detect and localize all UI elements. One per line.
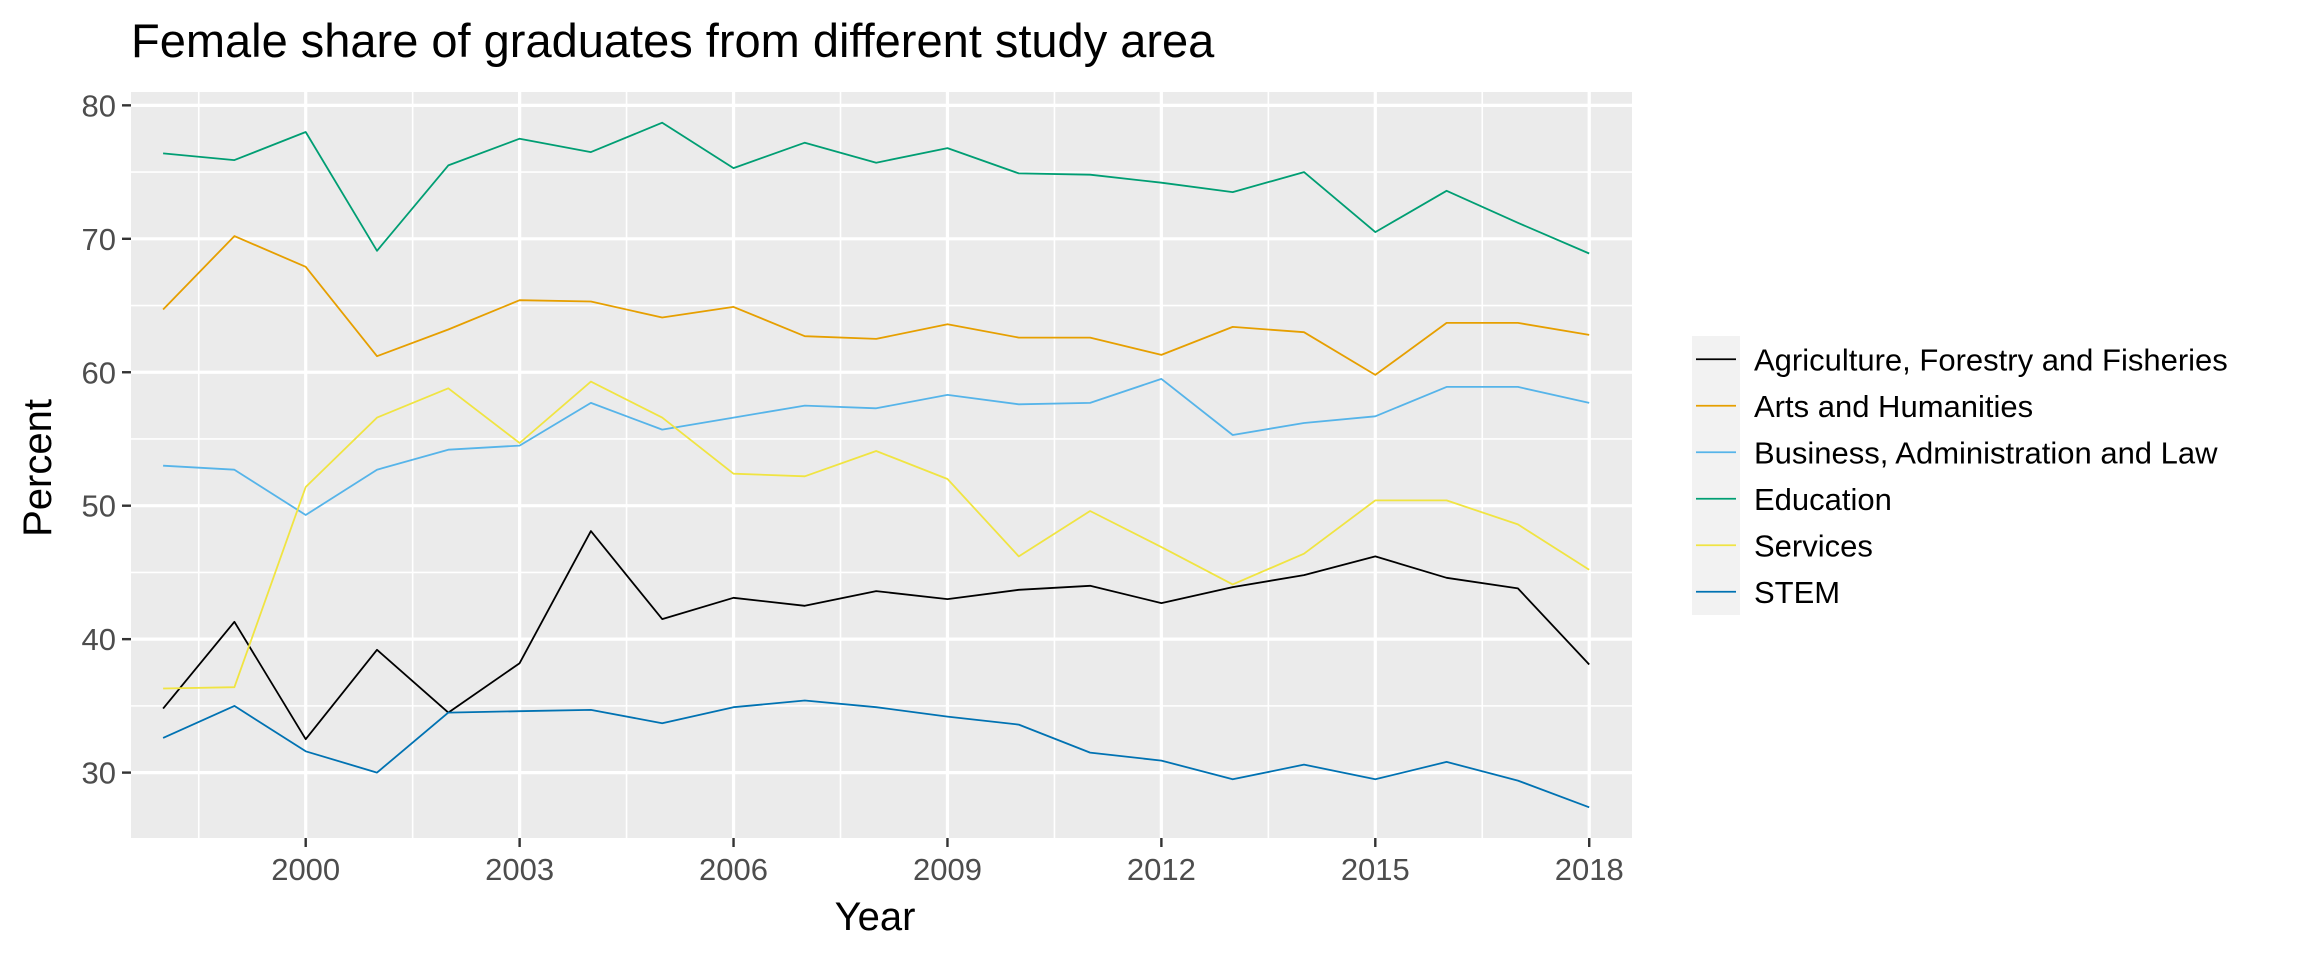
major-gridlines xyxy=(131,92,1632,838)
x-tick-label: 2006 xyxy=(699,852,768,887)
x-tick-label: 2009 xyxy=(913,852,982,887)
x-tick-label: 2012 xyxy=(1127,852,1196,887)
series-line-2 xyxy=(163,377,1590,516)
x-tick-label: 2018 xyxy=(1555,852,1624,887)
y-tick-label: 70 xyxy=(82,222,116,257)
x-tick-label: 2000 xyxy=(271,852,340,887)
chart-title: Female share of graduates from different… xyxy=(131,14,1215,67)
y-tick-label: 30 xyxy=(82,756,116,791)
series-line-5 xyxy=(162,699,1590,809)
plot-panel xyxy=(131,92,1632,838)
series-line-0 xyxy=(162,530,1590,741)
x-tick-label: 2015 xyxy=(1341,852,1410,887)
y-axis-title: Percent xyxy=(16,399,60,537)
legend-key-background xyxy=(1692,336,1740,615)
series-line-3 xyxy=(163,121,1590,255)
series-line-1 xyxy=(162,235,1590,376)
legend-label-1: Arts and Humanities xyxy=(1754,389,2033,424)
legend-label-5: STEM xyxy=(1754,575,1840,610)
x-axis-title: Year xyxy=(835,895,916,939)
series-line-4 xyxy=(163,380,1590,690)
y-tick-label: 60 xyxy=(82,355,116,390)
minor-gridlines xyxy=(131,92,1632,838)
legend-label-2: Business, Administration and Law xyxy=(1754,435,2218,470)
legend: Agriculture, Forestry and Fisheries Arts … xyxy=(1692,336,2228,615)
legend-label-0: Agriculture, Forestry and Fisheries xyxy=(1754,342,2228,377)
legend-label-3: Education xyxy=(1754,482,1892,517)
x-tick-label: 2003 xyxy=(485,852,554,887)
legend-label-4: Services xyxy=(1754,528,1873,563)
y-tick-label: 40 xyxy=(82,622,116,657)
x-axis: 2000 2003 2006 2009 2012 2015 2018 xyxy=(271,838,1624,887)
series-lines xyxy=(162,121,1590,809)
y-tick-label: 80 xyxy=(82,88,116,123)
y-tick-label: 50 xyxy=(82,489,116,524)
y-axis: 30 40 50 60 70 80 xyxy=(82,88,131,791)
